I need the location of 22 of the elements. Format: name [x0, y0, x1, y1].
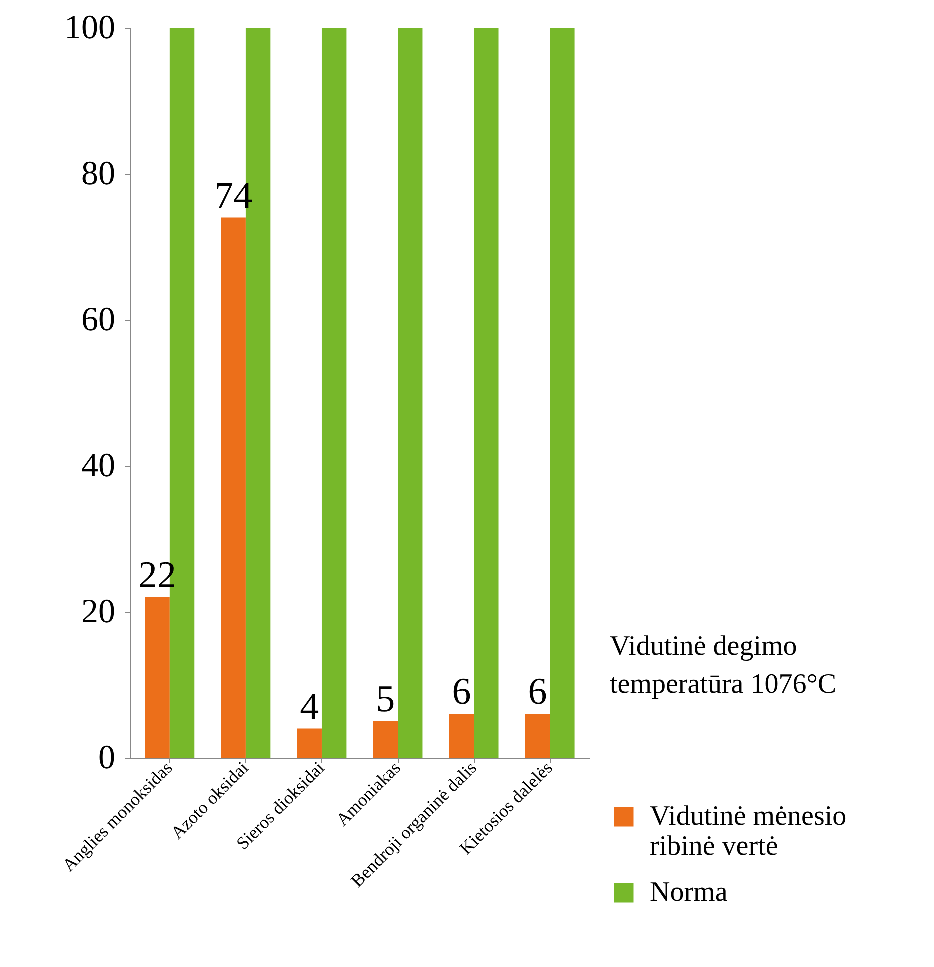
y-tick-label: 40: [82, 448, 116, 484]
bar: [550, 28, 575, 758]
data-label: 5: [376, 678, 396, 720]
y-tick-label: 20: [82, 594, 116, 630]
bar: [297, 728, 322, 758]
bar: [322, 28, 347, 758]
bar: [145, 597, 170, 758]
legend-label: Vidutinė mėnesio ribinė vertė: [650, 801, 847, 862]
y-tick-label: 60: [82, 302, 116, 338]
legend-label: Norma: [650, 877, 728, 908]
data-label: 6: [528, 671, 548, 714]
text: Vidutinė degimo temperatūra 1076°C: [610, 631, 837, 700]
bar: [449, 714, 474, 758]
data-label: 6: [452, 671, 472, 714]
bar: [474, 28, 499, 758]
bar: [221, 218, 246, 758]
bar: [525, 714, 550, 758]
y-tick-label: 80: [82, 156, 116, 192]
bar: [398, 28, 423, 758]
data-label: 4: [300, 686, 320, 728]
bar: [373, 722, 398, 758]
y-tick-label: 100: [64, 10, 116, 46]
